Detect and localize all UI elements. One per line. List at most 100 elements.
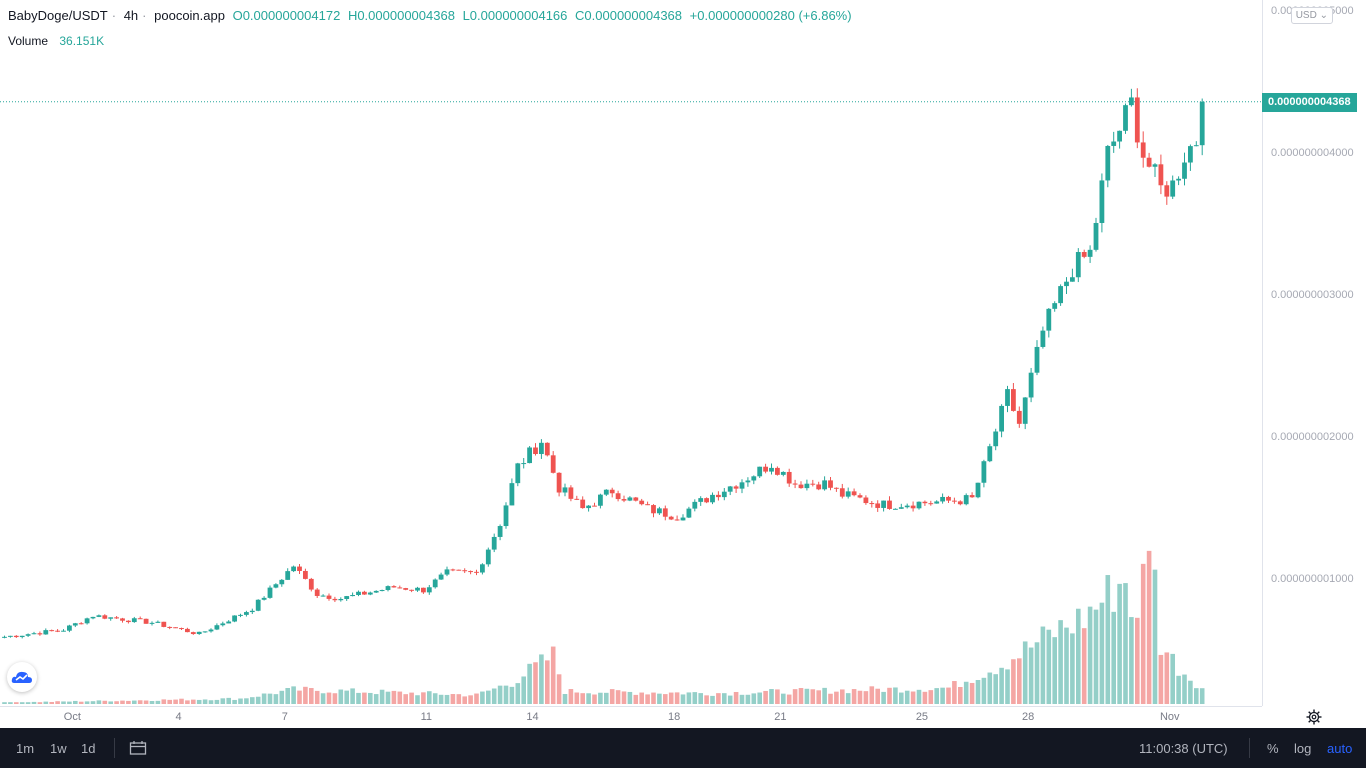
volume-bar (863, 691, 869, 704)
candle-body (8, 635, 13, 637)
volume-bar (1087, 606, 1093, 704)
candle-body (1034, 346, 1040, 373)
volume-bar (1199, 688, 1205, 704)
candlestick-chart[interactable] (0, 0, 1262, 706)
range-1w-button[interactable]: 1w (50, 741, 67, 756)
bottom-toolbar: 1m 1w 1d 11:00:38 (UTC) % log auto (0, 728, 1366, 768)
volume-bar (108, 701, 113, 704)
volume-bar (521, 676, 526, 704)
gear-icon[interactable] (1306, 709, 1322, 725)
candle-body (37, 633, 43, 635)
candle-body (598, 494, 603, 506)
candle-body (686, 508, 692, 518)
chart-pane[interactable] (0, 0, 1262, 706)
volume-bar (362, 692, 367, 704)
candle-body (1046, 308, 1052, 331)
volume-bar (84, 701, 90, 704)
candle-body (344, 596, 350, 600)
candle-body (839, 488, 845, 497)
volume-bar (173, 699, 178, 704)
candle-body (751, 476, 757, 481)
volume-bar (462, 696, 467, 704)
candle-body (432, 579, 438, 588)
candle-body (946, 496, 951, 501)
candle-body (214, 625, 220, 630)
currency-button[interactable]: USD ⌄ (1290, 7, 1333, 24)
volume-bar (775, 689, 780, 704)
volume-bar (975, 679, 981, 704)
volume-bar (474, 693, 479, 704)
candle-body (291, 566, 296, 572)
source-label: poocoin.app (154, 8, 225, 23)
volume-bar (568, 689, 574, 704)
volume-bar (639, 692, 644, 704)
volume-bar (946, 687, 951, 704)
volume-bar (244, 698, 249, 704)
auto-toggle[interactable]: auto (1327, 741, 1353, 756)
volume-bar (185, 700, 190, 704)
candle-body (13, 635, 19, 638)
candle-body (226, 621, 232, 624)
volume-bar (680, 694, 686, 704)
volume-bar (415, 695, 420, 704)
candle-body (721, 491, 727, 498)
log-toggle[interactable]: log (1294, 741, 1312, 756)
change-value: +0.000000000280 (+6.86%) (689, 8, 852, 23)
candle-body (421, 587, 426, 593)
candle-body (1182, 162, 1187, 179)
candle-body (539, 442, 544, 455)
volume-bar (722, 693, 727, 704)
volume-bar (1111, 611, 1116, 704)
volume-bar (1140, 563, 1146, 704)
volume-bar (1022, 641, 1028, 704)
candle-body (173, 627, 178, 629)
candle-body (621, 499, 627, 501)
volume-bar (96, 700, 102, 704)
utc-clock[interactable]: 11:00:38 (UTC) (1139, 741, 1228, 756)
candle-body (757, 466, 763, 477)
volume-bar (19, 702, 25, 704)
candle-body (804, 483, 810, 489)
candle-body (1164, 185, 1170, 197)
candle-body (468, 571, 473, 573)
candle-body (792, 483, 798, 485)
range-1d-button[interactable]: 1d (81, 741, 96, 756)
volume-bar (314, 690, 320, 704)
percent-toggle[interactable]: % (1267, 741, 1279, 756)
candle-body (385, 586, 391, 591)
volume-bar (615, 690, 621, 704)
volume-bar (1011, 659, 1016, 704)
time-tick-label: 28 (1022, 711, 1035, 723)
high-value: H0.000000004368 (347, 8, 455, 23)
time-scale[interactable]: Oct 4 7 11 14 18 21 25 28 Nov (0, 706, 1262, 728)
candle-body (1176, 178, 1181, 181)
date-range-icon[interactable] (129, 740, 147, 756)
time-tick-label: 11 (420, 711, 433, 723)
range-1m-button[interactable]: 1m (16, 741, 35, 756)
last-price-label: 0.000000004368 (1262, 93, 1357, 112)
candle-body (934, 501, 940, 504)
candle-body (816, 484, 822, 490)
candle-body (780, 471, 786, 475)
candle-body (668, 516, 674, 520)
volume-bar (515, 683, 521, 704)
symbol-label[interactable]: BabyDoge/USDT (8, 8, 108, 23)
volume-bar (1164, 652, 1170, 704)
volume-bar (940, 687, 945, 704)
time-tick-label: 14 (526, 711, 539, 723)
candle-body (185, 628, 190, 633)
volume-bar (1188, 680, 1193, 704)
candle-body (550, 455, 556, 473)
volume-bar (993, 674, 998, 704)
candle-body (303, 570, 308, 579)
tradingview-logo-button[interactable] (7, 662, 37, 692)
candle-body (680, 517, 686, 521)
candle-body (338, 599, 344, 601)
candle-body (497, 526, 503, 537)
volume-bar (1158, 654, 1164, 704)
candle-body (745, 480, 751, 483)
candle-body (603, 489, 609, 495)
volume-bar (922, 691, 928, 704)
volume-bar (804, 688, 810, 704)
volume-bar (179, 698, 184, 704)
